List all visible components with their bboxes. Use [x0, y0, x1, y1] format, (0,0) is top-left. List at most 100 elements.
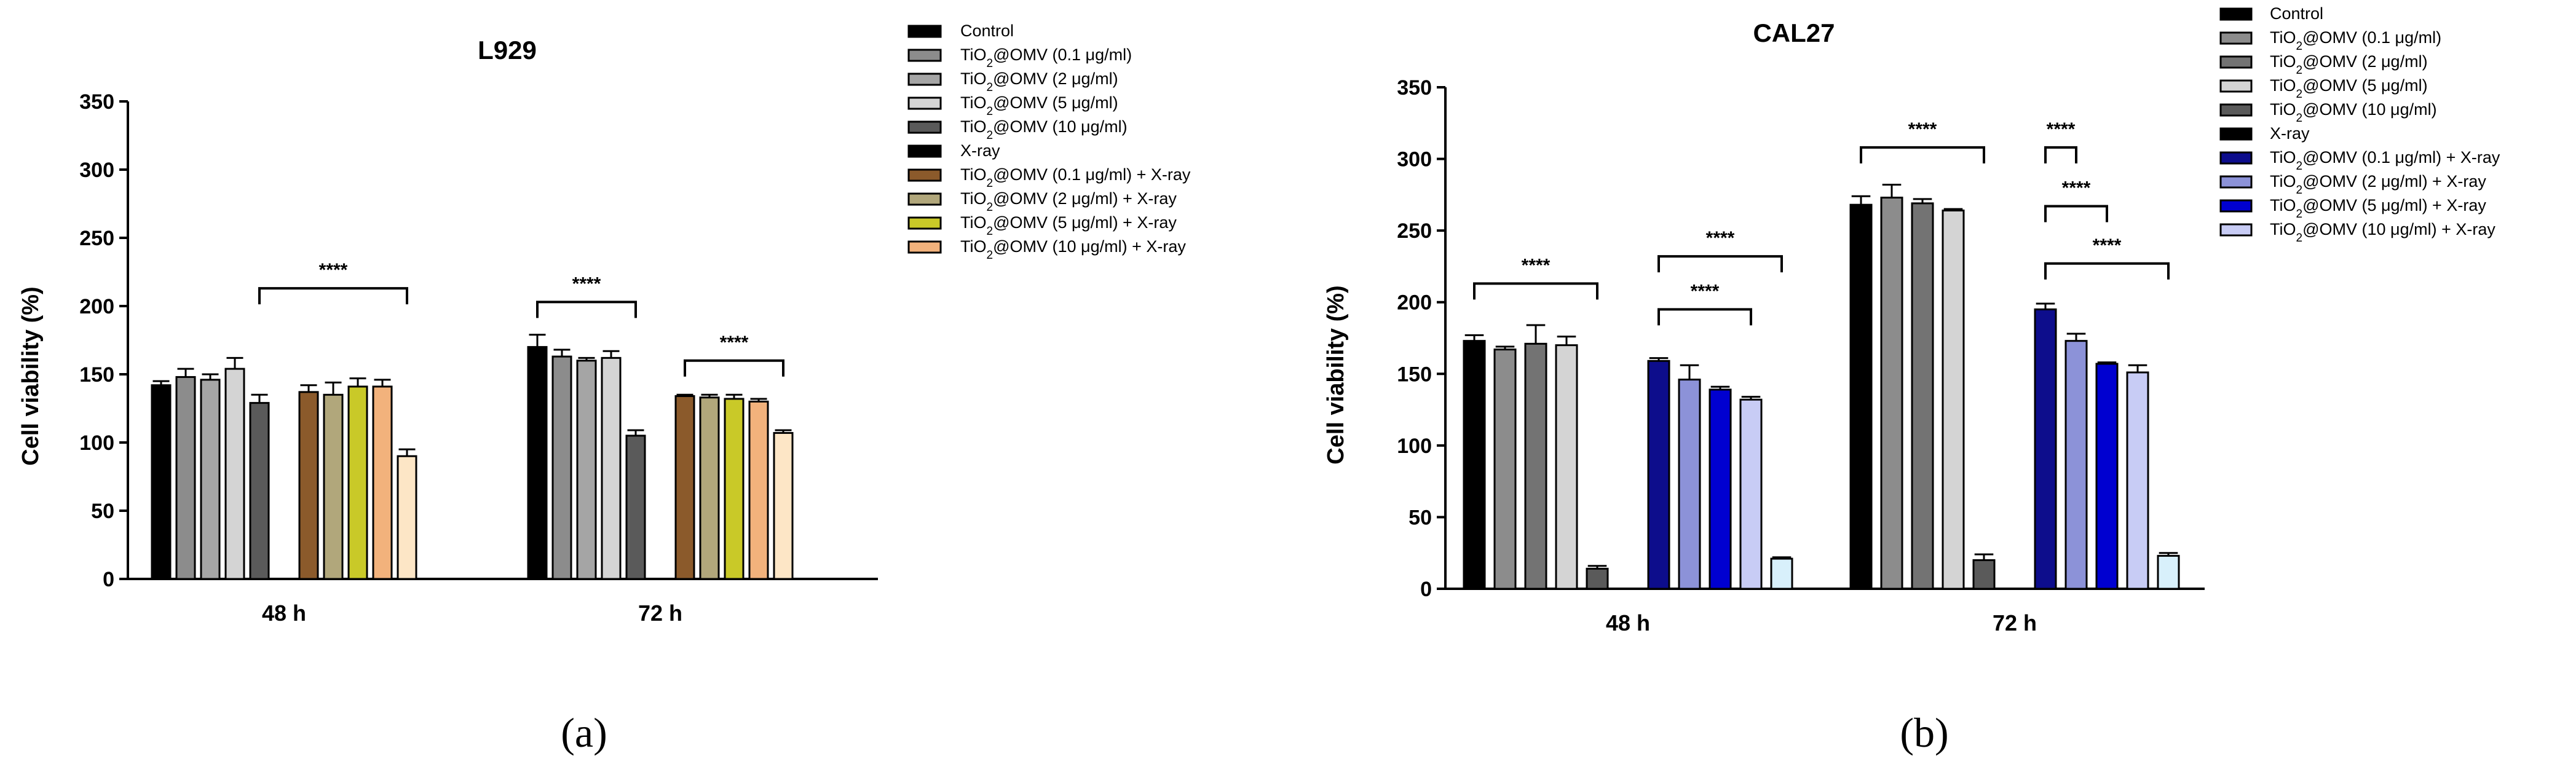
panel-b-chart: CAL27 Cell viability (%) 0 50 100 150 200 250… — [1323, 4, 2500, 756]
legend-entry-label: TiO2@OMV (0.1 μg/ml) — [2270, 28, 2441, 53]
bar — [1739, 398, 1763, 590]
chart-a-title: L929 — [478, 36, 537, 65]
legend-entry-label: TiO2@OMV (0.1 μg/ml) + X-ray — [2270, 148, 2500, 173]
significance-bracket — [1473, 282, 1598, 300]
bar — [1524, 342, 1547, 590]
bar — [1678, 379, 1701, 590]
bar — [1586, 567, 1609, 590]
bar — [397, 455, 417, 580]
chart-b-legend: Control TiO2@OMV (0.1 μg/ml) TiO2@OMV (2 μ… — [2219, 4, 2500, 245]
bar — [224, 368, 245, 580]
x-category-label: 48 h — [262, 600, 306, 626]
legend-swatch — [2219, 175, 2253, 189]
chart-b-title: CAL27 — [1753, 18, 1835, 47]
significance-bracket — [2044, 262, 2170, 280]
legend-swatch — [2219, 79, 2253, 93]
y-tick-label: 250 — [79, 227, 114, 250]
legend-entry-label: TiO2@OMV (5 μg/ml) + X-ray — [2270, 196, 2486, 221]
bar — [1770, 557, 1793, 590]
legend-entry-label: Control — [2270, 4, 2323, 23]
bar — [773, 431, 794, 580]
legend-swatch — [907, 192, 942, 206]
bar — [372, 385, 393, 580]
legend-entry-label: X-ray — [960, 141, 1000, 160]
legend-entry-label: TiO2@OMV (2 μg/ml) + X-ray — [2270, 172, 2486, 197]
x-category-label: 72 h — [1993, 610, 2037, 635]
significance-bracket — [1657, 308, 1752, 326]
legend-swatch — [2219, 55, 2253, 69]
bar — [249, 402, 270, 580]
x-category-label: 72 h — [638, 600, 682, 626]
significance-stars: **** — [1522, 255, 1551, 275]
legend-entry-label: TiO2@OMV (10 μg/ml) + X-ray — [2270, 220, 2495, 245]
bar — [1849, 203, 1873, 590]
legend-swatch — [2219, 7, 2253, 21]
y-tick-label: 350 — [79, 90, 114, 114]
bar — [200, 379, 221, 580]
bar — [151, 384, 172, 580]
bar — [298, 391, 319, 580]
bar — [1647, 360, 1670, 590]
legend-entry-label: X-ray — [2270, 124, 2310, 143]
legend-entry-label: TiO2@OMV (10 μg/ml) — [960, 117, 1128, 142]
significance-stars: **** — [572, 273, 601, 294]
bar — [1911, 202, 1934, 590]
legend-entry-label: TiO2@OMV (10 μg/ml) — [2270, 100, 2437, 125]
y-tick-label: 100 — [1397, 435, 1432, 458]
legend-entry-label: TiO2@OMV (2 μg/ml) + X-ray — [960, 189, 1177, 214]
y-tick-label: 0 — [1420, 578, 1432, 601]
legend-entry-label: TiO2@OMV (2 μg/ml) — [960, 69, 1118, 94]
bar — [323, 393, 344, 580]
significance-stars: **** — [720, 332, 749, 353]
bar — [724, 398, 745, 580]
x-category-label: 48 h — [1606, 610, 1650, 635]
y-tick-label: 50 — [91, 500, 114, 523]
legend-swatch — [907, 216, 942, 230]
legend-swatch — [907, 120, 942, 134]
legend-entry-label: TiO2@OMV (10 μg/ml) + X-ray — [960, 237, 1186, 262]
legend-swatch — [2219, 31, 2253, 45]
panel-b-label: (b) — [1900, 709, 1948, 756]
panel-a-chart: L929 Cell viability (%) 0 50 100 150 200 250 3… — [18, 22, 1191, 756]
y-tick-label: 0 — [103, 568, 114, 591]
legend-swatch — [907, 240, 942, 254]
y-tick-label: 50 — [1409, 506, 1432, 529]
legend-entry-label: TiO2@OMV (0.1 μg/ml) + X-ray — [960, 165, 1191, 190]
y-tick-label: 200 — [1397, 291, 1432, 315]
chart-a-y-axis-label: Cell viability (%) — [18, 286, 44, 465]
chart-b-bars — [1463, 184, 2180, 590]
bar — [551, 355, 572, 580]
bar — [347, 385, 368, 580]
bar — [2064, 340, 2088, 590]
legend-swatch — [907, 25, 942, 38]
significance-bracket — [1860, 146, 1985, 163]
bar — [1555, 344, 1578, 590]
legend-swatch — [907, 73, 942, 86]
significance-stars: **** — [319, 260, 348, 280]
bar — [2095, 363, 2119, 590]
legend-swatch — [2219, 151, 2253, 165]
panel-a-label: (a) — [561, 709, 607, 756]
significance-bracket — [1657, 255, 1783, 273]
significance-stars: **** — [1691, 281, 1720, 301]
significance-stars: **** — [1908, 119, 1937, 140]
legend-swatch — [907, 49, 942, 62]
bar — [2126, 371, 2149, 590]
y-tick-label: 100 — [79, 431, 114, 455]
bar — [576, 360, 597, 580]
bar — [674, 395, 695, 580]
chart-a-significance: **** **** **** — [258, 260, 784, 377]
significance-stars: **** — [2093, 235, 2122, 256]
y-tick-label: 300 — [1397, 148, 1432, 171]
y-tick-label: 300 — [79, 159, 114, 182]
chart-a-bars — [151, 334, 794, 580]
legend-swatch — [2219, 127, 2253, 141]
legend-entry-label: TiO2@OMV (0.1 μg/ml) — [960, 45, 1132, 70]
significance-stars: **** — [1706, 228, 1735, 248]
bar — [2034, 308, 2057, 590]
bar — [601, 356, 622, 580]
legend-swatch — [2219, 199, 2253, 213]
legend-swatch — [907, 96, 942, 110]
